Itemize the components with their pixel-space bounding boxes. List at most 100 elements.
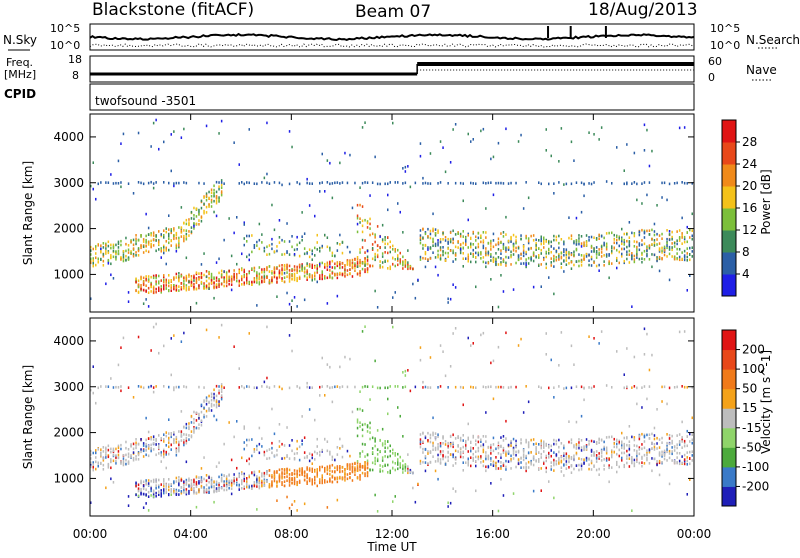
power-cell — [578, 240, 580, 243]
power-cell — [454, 258, 457, 261]
velocity-cell — [462, 469, 464, 472]
power-cell — [127, 291, 130, 294]
velocity-cell — [485, 469, 487, 473]
velocity-cell — [432, 431, 434, 435]
power-cell — [384, 260, 386, 263]
velocity-cell — [623, 436, 625, 440]
velocity-cell — [288, 444, 291, 447]
power-cell — [145, 244, 147, 248]
power-cell — [163, 229, 165, 232]
velocity-cell — [140, 450, 142, 454]
velocity-cell — [651, 447, 653, 450]
power-cell — [246, 280, 248, 283]
power-cell — [560, 127, 563, 130]
velocity-cell — [319, 385, 321, 389]
velocity-cell — [170, 448, 172, 451]
velocity-cell — [653, 426, 656, 430]
velocity-cell — [147, 430, 150, 434]
power-cell — [346, 245, 349, 249]
power-cell — [261, 241, 263, 244]
power-cell — [462, 230, 464, 233]
power-cell — [538, 247, 540, 250]
power-cell — [376, 225, 379, 228]
velocity-cell — [173, 438, 175, 441]
power-cell — [616, 259, 618, 262]
power-cell — [170, 286, 172, 289]
velocity-cell — [298, 479, 301, 483]
velocity-cell — [271, 451, 273, 455]
power-cell — [178, 289, 180, 292]
power-cell — [626, 253, 628, 256]
power-cell — [510, 237, 512, 240]
velocity-cell — [361, 428, 364, 432]
power-cell — [590, 246, 593, 249]
power-cell — [236, 279, 238, 283]
velocity-cell — [271, 476, 273, 479]
power-cell — [616, 146, 618, 149]
colorbar-segment — [722, 208, 736, 231]
power-cell — [616, 248, 618, 252]
power-cell — [298, 277, 301, 280]
power-cell — [251, 234, 253, 237]
power-cell — [324, 233, 326, 237]
power-cell — [258, 282, 261, 286]
power-cell — [532, 259, 535, 263]
velocity-cell — [550, 465, 552, 468]
power-cell — [633, 254, 636, 258]
power-cell — [429, 236, 432, 240]
velocity-cell — [512, 448, 515, 452]
velocity-cell — [641, 386, 643, 389]
velocity-cell — [233, 473, 235, 476]
velocity-cell — [361, 423, 364, 427]
velocity-cell — [384, 450, 386, 453]
power-cell — [447, 251, 449, 255]
power-cell — [565, 251, 568, 255]
velocity-cell — [168, 493, 170, 497]
power-cell — [668, 230, 671, 233]
power-cell — [314, 274, 316, 278]
velocity-cell — [205, 490, 208, 494]
power-cell — [444, 236, 447, 239]
power-cell — [218, 199, 220, 202]
cpid-label: CPID — [4, 87, 36, 101]
power-cell — [296, 265, 298, 269]
velocity-cell — [210, 404, 213, 408]
velocity-cell — [276, 484, 278, 487]
velocity-cell — [308, 386, 311, 389]
power-cell — [371, 232, 374, 236]
velocity-cell — [641, 461, 643, 464]
velocity-cell — [668, 452, 671, 455]
velocity-cell — [588, 335, 590, 338]
power-cell — [145, 234, 147, 238]
power-cell — [472, 248, 474, 252]
power-cell — [150, 245, 152, 249]
power-cell — [439, 246, 442, 249]
power-cell — [361, 238, 364, 242]
velocity-cell — [563, 454, 565, 458]
velocity-cell — [341, 445, 344, 448]
velocity-cell — [208, 476, 210, 479]
velocity-cell — [497, 467, 500, 470]
power-cell — [145, 298, 147, 301]
power-cell — [147, 181, 150, 185]
velocity-cell — [505, 465, 507, 469]
power-cell — [553, 182, 555, 185]
velocity-cell — [193, 483, 195, 486]
velocity-cell — [203, 491, 205, 494]
velocity-cell — [578, 463, 580, 467]
power-cell — [583, 256, 585, 259]
power-cell — [379, 235, 381, 238]
velocity-cell — [379, 468, 381, 471]
power-cell — [500, 257, 502, 260]
power-cell — [507, 256, 510, 259]
power-cell — [623, 247, 625, 251]
velocity-cell — [314, 418, 316, 422]
velocity-cell — [185, 426, 188, 430]
velocity-cell — [246, 444, 248, 447]
power-cell — [271, 203, 273, 207]
power-cell — [130, 240, 132, 244]
power-cell — [155, 280, 157, 283]
velocity-cell — [568, 460, 570, 464]
power-cell — [251, 267, 253, 270]
